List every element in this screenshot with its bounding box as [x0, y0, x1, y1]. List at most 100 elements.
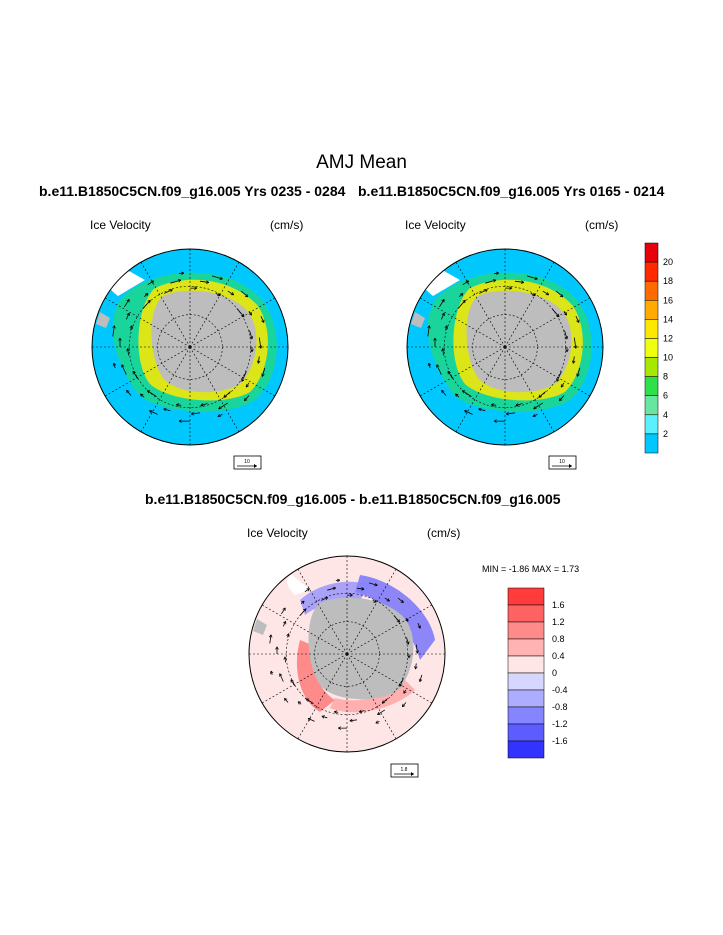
- colorbar-tick-label: 4: [663, 410, 668, 420]
- meridian-line: [104, 346, 191, 397]
- vector-head: [559, 293, 564, 298]
- velocity-vector: [563, 310, 567, 316]
- vector-head: [244, 397, 248, 402]
- max-label: MAX =: [531, 564, 560, 574]
- vector-head: [150, 280, 155, 284]
- diff-ref-vector: 1.8: [390, 763, 419, 778]
- velocity-vector: [113, 362, 116, 368]
- colorbar-box: [644, 433, 659, 454]
- velocity-vector: [439, 299, 445, 308]
- vector-head: [414, 666, 418, 670]
- vector-head: [121, 364, 125, 368]
- velocity-vector: [164, 289, 173, 294]
- colorbar-tick-label: 6: [663, 391, 668, 401]
- velocity-vector: [530, 293, 536, 296]
- vector-head: [418, 678, 423, 683]
- vector-head: [433, 337, 437, 341]
- velocity-vector: [240, 290, 249, 298]
- meridian-line: [189, 346, 276, 397]
- vector-head: [505, 412, 509, 416]
- colorbar-tick-label: 0: [552, 668, 557, 678]
- velocity-vector: [261, 367, 266, 377]
- velocity-vector: [249, 330, 253, 340]
- vector-head: [126, 299, 130, 303]
- speed-colorbar: 20 18 16 14 12 10 8 6 4 2: [644, 242, 673, 454]
- diff-negative-region-east: [355, 575, 435, 660]
- velocity-vector: [217, 414, 223, 417]
- velocity-vector: [464, 410, 473, 415]
- diff-antarctica: [308, 597, 414, 700]
- vector-head: [405, 618, 409, 622]
- velocity-vector: [442, 348, 445, 356]
- vector-head: [520, 280, 525, 284]
- velocity-vector: [533, 402, 544, 410]
- colorbar-box: [507, 638, 545, 657]
- vector-head: [534, 276, 538, 280]
- colorbar-box: [507, 587, 545, 606]
- velocity-vector: [142, 299, 151, 309]
- vector-head: [217, 413, 221, 418]
- vector-head: [241, 313, 245, 318]
- velocity-vector: [485, 279, 496, 284]
- diff-units-label: (cm/s): [427, 526, 461, 540]
- vector-head: [565, 349, 569, 353]
- meridian-line: [140, 261, 191, 348]
- vector-head: [441, 389, 445, 394]
- meridian-line: [346, 653, 433, 704]
- right-graticule: [407, 249, 603, 445]
- vector-head: [576, 373, 580, 377]
- colorbar-tick-label: 0.8: [552, 634, 565, 644]
- velocity-vector: [304, 588, 310, 592]
- vector-head: [290, 679, 294, 683]
- velocity-vector: [399, 678, 404, 687]
- velocity-vector: [149, 410, 158, 415]
- vector-head: [129, 325, 133, 329]
- vector-head: [118, 337, 122, 341]
- vector-head: [258, 345, 263, 349]
- vector-head: [230, 292, 235, 296]
- vector-head: [492, 279, 497, 283]
- vector-head: [194, 286, 198, 290]
- vector-head: [399, 683, 403, 687]
- colorbar-box: [507, 706, 545, 725]
- left-vectors: [112, 271, 266, 423]
- vector-head: [261, 319, 265, 323]
- colorbar-tick-label: 0.4: [552, 651, 565, 661]
- vector-head: [241, 378, 245, 382]
- vector-head: [177, 279, 182, 283]
- vector-head: [400, 599, 404, 604]
- meridian-line: [346, 604, 433, 655]
- velocity-vector: [215, 293, 221, 296]
- left-units-label: (cm/s): [270, 218, 304, 232]
- colorbar-tick-label: 1.2: [552, 617, 565, 627]
- velocity-vector: [551, 308, 560, 318]
- left-graticule: [92, 249, 288, 445]
- colorbar-box: [644, 280, 659, 301]
- velocity-vector: [427, 325, 430, 337]
- velocity-vector: [457, 299, 466, 309]
- vector-head: [427, 362, 432, 367]
- vector-head: [576, 319, 580, 323]
- velocity-vector: [436, 364, 442, 375]
- velocity-vector: [532, 414, 538, 417]
- colorbar-box: [644, 376, 659, 396]
- colorbar-box: [507, 672, 545, 691]
- vector-head: [180, 271, 185, 276]
- right-units-label: (cm/s): [585, 218, 619, 232]
- velocity-vector: [538, 391, 546, 398]
- velocity-vector: [143, 293, 149, 298]
- velocity-vector: [564, 330, 568, 340]
- vector-head: [334, 710, 338, 714]
- velocity-vector: [440, 312, 445, 320]
- velocity-vector: [397, 597, 404, 604]
- vector-head: [126, 389, 130, 394]
- velocity-vector: [279, 673, 284, 682]
- velocity-vector: [356, 587, 365, 590]
- velocity-vector: [479, 289, 488, 294]
- vector-head: [427, 325, 431, 329]
- max-value: 1.73: [561, 564, 580, 574]
- diff-field-label: Ice Velocity: [247, 526, 308, 540]
- meridian-line: [189, 346, 240, 433]
- velocity-vector: [163, 408, 171, 412]
